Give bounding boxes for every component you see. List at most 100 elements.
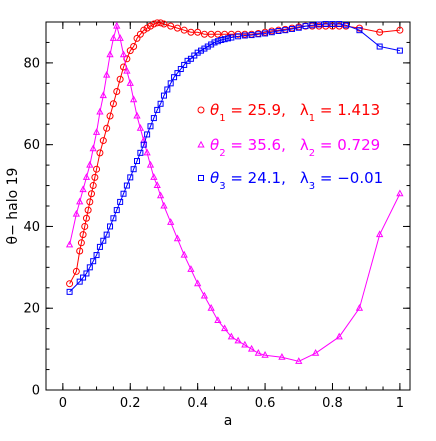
series-1-point <box>396 26 404 34</box>
series-2-point <box>167 218 175 225</box>
series-3-point <box>329 21 336 28</box>
series-3-point <box>214 38 221 45</box>
series-3-point <box>289 25 296 32</box>
axis-ticks <box>46 21 410 391</box>
series-2-point <box>150 173 158 180</box>
series-3-point <box>160 92 167 99</box>
series-3-point <box>113 207 120 214</box>
series-1-point <box>88 190 95 198</box>
series-3-point <box>147 123 154 130</box>
series-3-point <box>140 141 147 148</box>
series-1-point <box>89 182 97 190</box>
x-tick-label: 0.8 <box>322 396 343 411</box>
series-2-point <box>261 350 269 358</box>
series-1-point <box>109 100 117 108</box>
series-2-point <box>355 303 364 311</box>
series-3-point <box>137 149 144 156</box>
series-2-point <box>133 111 141 119</box>
series-3-point <box>171 74 178 81</box>
series-1-point <box>84 206 92 214</box>
series-3-point <box>110 215 117 222</box>
series-2-point <box>72 209 80 217</box>
series-3-point <box>342 22 349 29</box>
y-tick-label: 80 <box>23 56 40 71</box>
series-1-point <box>91 173 99 181</box>
series-3-point <box>302 23 309 30</box>
y-tick-label: 40 <box>23 220 40 235</box>
series-1-point <box>221 30 229 38</box>
legend-equals: = <box>226 101 248 119</box>
series-2-point <box>160 201 168 209</box>
series-3-point <box>134 158 140 165</box>
series-2-point <box>180 250 188 258</box>
series-3-point <box>144 131 151 138</box>
legend-sub: 1 <box>219 113 225 124</box>
series-3-point <box>154 106 161 113</box>
series-2-point <box>207 303 215 311</box>
series-1-point <box>194 28 202 36</box>
legend-lval: 1.413 <box>337 101 380 119</box>
series-3-point <box>174 70 181 77</box>
legend-lsym: λ <box>300 136 309 154</box>
series-1-point <box>103 124 111 132</box>
series-2-point <box>241 340 249 348</box>
series-3-point <box>127 174 134 181</box>
series-3-point <box>376 43 383 50</box>
legend-sub: 3 <box>219 181 225 192</box>
series-3-point <box>268 29 275 36</box>
series-2-point <box>65 240 74 248</box>
series-2-point <box>119 50 128 58</box>
legend-val: 24.1, <box>248 169 286 187</box>
legend-entry-2: θ2 = 35.6, λ2 = 0.729 <box>210 136 380 159</box>
series-1-point <box>180 26 188 34</box>
series-3-line <box>69 23 400 293</box>
series-3-point <box>107 223 114 230</box>
series-3-point <box>275 27 282 34</box>
series-3-point <box>228 34 235 41</box>
series-1-point <box>96 149 104 157</box>
axis-tick-labels: 0 0.2 0.4 0.6 0.8 1 0 20 40 60 80 <box>23 56 404 411</box>
legend-lval: 0.729 <box>337 136 380 154</box>
series-3-point <box>150 115 157 122</box>
series-2 <box>65 21 404 364</box>
y-tick-label: 0 <box>32 384 40 399</box>
series-1-point <box>126 47 134 55</box>
series-2-point <box>214 316 222 323</box>
series-2-point <box>153 181 161 189</box>
series-2-point <box>254 348 262 356</box>
series-3-point <box>218 36 225 43</box>
series-2-point <box>136 124 145 131</box>
series-layer <box>65 19 404 364</box>
legend-marker-2 <box>197 140 205 148</box>
series-3-point <box>117 198 124 205</box>
series-1-point <box>136 30 144 38</box>
legend-lsub: 1 <box>309 113 315 124</box>
x-tick-label: 0.6 <box>255 396 276 411</box>
legend-equals: = <box>315 169 337 187</box>
legend-val: 35.6, <box>248 136 286 154</box>
series-3-point <box>181 61 188 68</box>
series-3-point <box>66 288 73 295</box>
series-1-point <box>72 267 80 275</box>
series-3-point <box>93 252 100 259</box>
series-2-point <box>123 66 131 74</box>
series-3-point <box>241 32 248 39</box>
series-2-point <box>234 336 242 344</box>
series-3-point <box>187 55 194 62</box>
series-2-point <box>335 332 343 340</box>
series-2-point <box>194 279 202 287</box>
series-1-point <box>130 43 138 51</box>
series-2-point <box>106 50 114 58</box>
series-2-point <box>109 34 118 41</box>
series-2-point <box>96 107 104 115</box>
x-tick-label: 0 <box>59 396 67 411</box>
series-1-point <box>376 28 384 36</box>
series-2-point <box>143 148 151 156</box>
series-3 <box>66 21 403 295</box>
series-1-point <box>93 165 101 173</box>
series-2-point <box>156 191 165 199</box>
series-2-point <box>376 230 384 238</box>
legend-sym: θ <box>210 101 219 119</box>
y-axis-label: θ− halo 19 <box>5 168 21 245</box>
